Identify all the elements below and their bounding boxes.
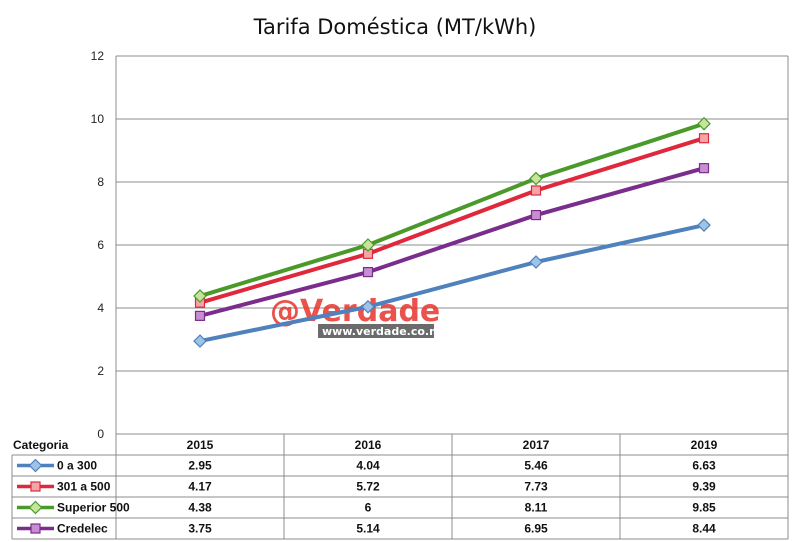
data-label: 4.04	[356, 459, 380, 473]
data-point	[530, 185, 542, 196]
series-markers	[193, 116, 711, 348]
y-tick-label: 4	[97, 301, 104, 315]
legend-marker	[28, 458, 43, 473]
legend-label: 301 a 500	[57, 480, 111, 494]
data-point	[362, 266, 374, 278]
data-label: 5.14	[356, 522, 380, 536]
series-lines	[198, 121, 706, 344]
data-point	[529, 255, 543, 269]
data-label: 4.38	[188, 501, 212, 515]
series-line-3	[198, 166, 706, 318]
data-label: 6	[365, 501, 372, 515]
data-label: 5.46	[524, 459, 548, 473]
watermark-url: www.verdade.co.mz	[322, 325, 447, 338]
data-label: 9.39	[692, 480, 716, 494]
data-label: 6.63	[692, 459, 716, 473]
series-line-1	[198, 136, 706, 305]
data-point	[529, 171, 543, 186]
watermark-brand: @Verdade	[270, 294, 440, 329]
series-line-2	[198, 121, 706, 299]
data-point	[530, 209, 542, 221]
x-tick-label: 2017	[523, 438, 550, 452]
chart-title: Tarifa Doméstica (MT/kWh)	[253, 15, 537, 39]
y-tick-label: 2	[97, 364, 104, 378]
data-label: 9.85	[692, 501, 716, 515]
data-label: 5.72	[356, 480, 380, 494]
data-point	[361, 238, 375, 252]
data-label: 4.17	[188, 480, 212, 494]
data-point	[698, 163, 710, 174]
data-point	[698, 133, 710, 144]
data-label: 6.95	[524, 522, 548, 536]
data-point	[361, 299, 375, 314]
y-tick-label: 6	[97, 238, 104, 252]
watermark: @Verdade www.verdade.co.mz	[270, 294, 447, 338]
x-tick-label: 2019	[691, 438, 718, 452]
legend-marker	[30, 523, 41, 534]
series-line-0	[198, 223, 706, 344]
y-axis: 0 2 4 6 8 10 12	[91, 49, 105, 441]
legend-marker	[28, 500, 43, 515]
data-label: 8.44	[692, 522, 716, 536]
x-tick-label: 2015	[187, 438, 214, 452]
data-label: 7.73	[524, 480, 548, 494]
y-tick-label: 12	[91, 49, 105, 63]
data-point	[193, 334, 207, 348]
data-point	[697, 218, 711, 233]
x-tick-label: 2016	[355, 438, 382, 452]
data-point	[193, 289, 207, 303]
y-tick-label: 0	[97, 427, 104, 441]
legend-label: Superior 500	[57, 501, 130, 515]
legend-marker	[30, 481, 41, 492]
legend-label: 0 a 300	[57, 459, 97, 473]
y-tick-label: 8	[97, 175, 104, 189]
y-tick-label: 10	[91, 112, 105, 126]
data-table: Categoria 2015 2016 2017 2019 0 a 300 2.95 4.0…	[11, 433, 789, 540]
data-point	[194, 310, 206, 321]
legend-label: Credelec	[57, 522, 108, 536]
data-label: 2.95	[188, 459, 212, 473]
data-label: 8.11	[525, 501, 548, 515]
data-label: 3.75	[188, 522, 212, 536]
table-header-categoria: Categoria	[13, 438, 69, 452]
data-point	[697, 116, 711, 131]
